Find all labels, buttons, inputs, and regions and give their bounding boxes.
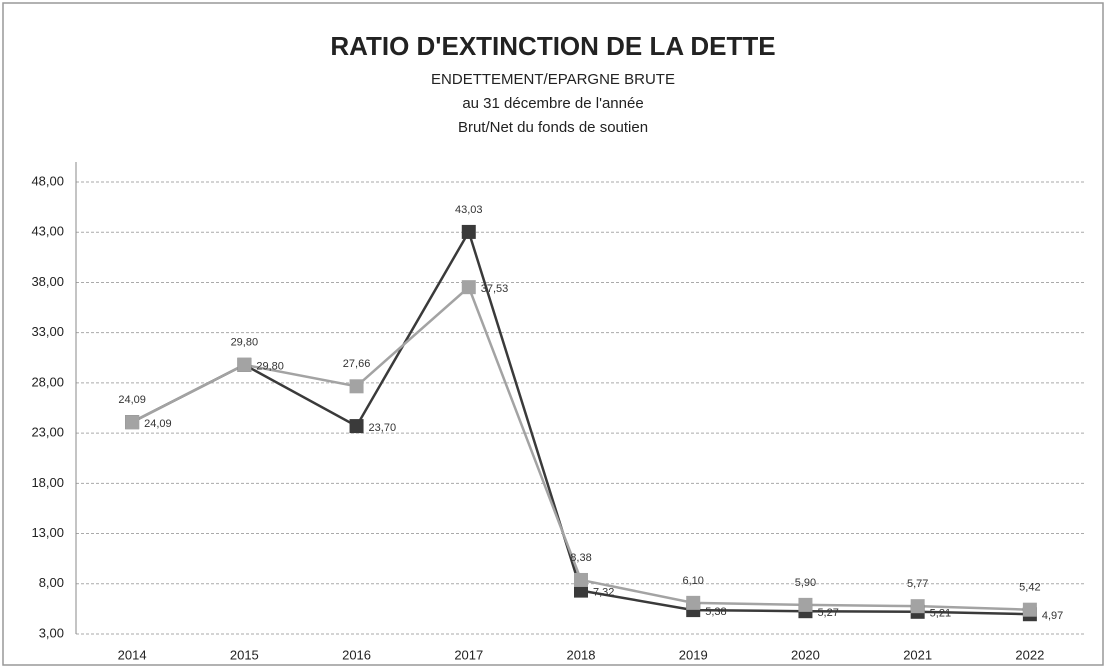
marker: [574, 572, 588, 587]
data-label: 5,77: [907, 578, 928, 590]
data-label: 27,66: [343, 358, 371, 370]
marker: [574, 583, 588, 598]
data-label: 5,21: [930, 608, 951, 620]
marker: [1022, 602, 1037, 617]
x-tick-label: 2016: [342, 647, 371, 662]
data-label: 5,27: [817, 607, 838, 619]
y-tick-label: 38,00: [31, 274, 64, 289]
data-label: 6,10: [683, 575, 704, 587]
x-tick-label: 2020: [791, 647, 820, 662]
marker: [686, 595, 701, 610]
y-tick-label: 13,00: [31, 525, 64, 540]
chart-subtitle: ENDETTEMENT/EPARGNE BRUTE: [431, 71, 675, 88]
x-tick-label: 2021: [903, 647, 932, 662]
data-label: 29,80: [256, 361, 284, 373]
y-tick-label: 8,00: [39, 575, 64, 590]
chart-title: RATIO D'EXTINCTION DE LA DETTE: [330, 31, 775, 61]
marker: [349, 379, 364, 394]
y-tick-label: 43,00: [31, 224, 64, 239]
data-label: 4,97: [1042, 610, 1063, 622]
marker: [237, 357, 252, 372]
data-label: 8,38: [570, 552, 591, 564]
data-label: 29,80: [231, 337, 259, 349]
data-label: 23,70: [369, 422, 397, 434]
y-tick-label: 28,00: [31, 374, 64, 389]
chart-subtitle: au 31 décembre de l'année: [462, 95, 643, 112]
marker: [461, 280, 476, 295]
y-tick-label: 33,00: [31, 324, 64, 339]
x-tick-label: 2017: [454, 647, 483, 662]
data-label: 37,53: [481, 283, 509, 295]
y-tick-label: 23,00: [31, 425, 64, 440]
marker: [461, 224, 476, 239]
y-tick-label: 3,00: [39, 625, 64, 640]
marker: [798, 597, 813, 612]
x-tick-label: 2019: [679, 647, 708, 662]
data-label: 5,90: [795, 577, 816, 589]
x-tick-label: 2018: [567, 647, 596, 662]
marker: [125, 415, 140, 430]
data-label: 5,38: [705, 606, 726, 618]
data-label: 24,09: [118, 394, 146, 406]
x-tick-label: 2015: [230, 647, 259, 662]
data-label: 43,03: [455, 204, 483, 216]
x-tick-label: 2022: [1015, 647, 1044, 662]
data-label: 7,32: [593, 587, 614, 599]
data-label: 24,09: [144, 418, 172, 430]
x-tick-label: 2014: [118, 647, 147, 662]
data-label: 5,42: [1019, 582, 1040, 594]
chart-subtitle: Brut/Net du fonds de soutien: [458, 119, 648, 136]
marker: [349, 419, 364, 434]
y-tick-label: 18,00: [31, 475, 64, 490]
y-tick-label: 48,00: [31, 173, 64, 188]
marker: [910, 599, 925, 614]
